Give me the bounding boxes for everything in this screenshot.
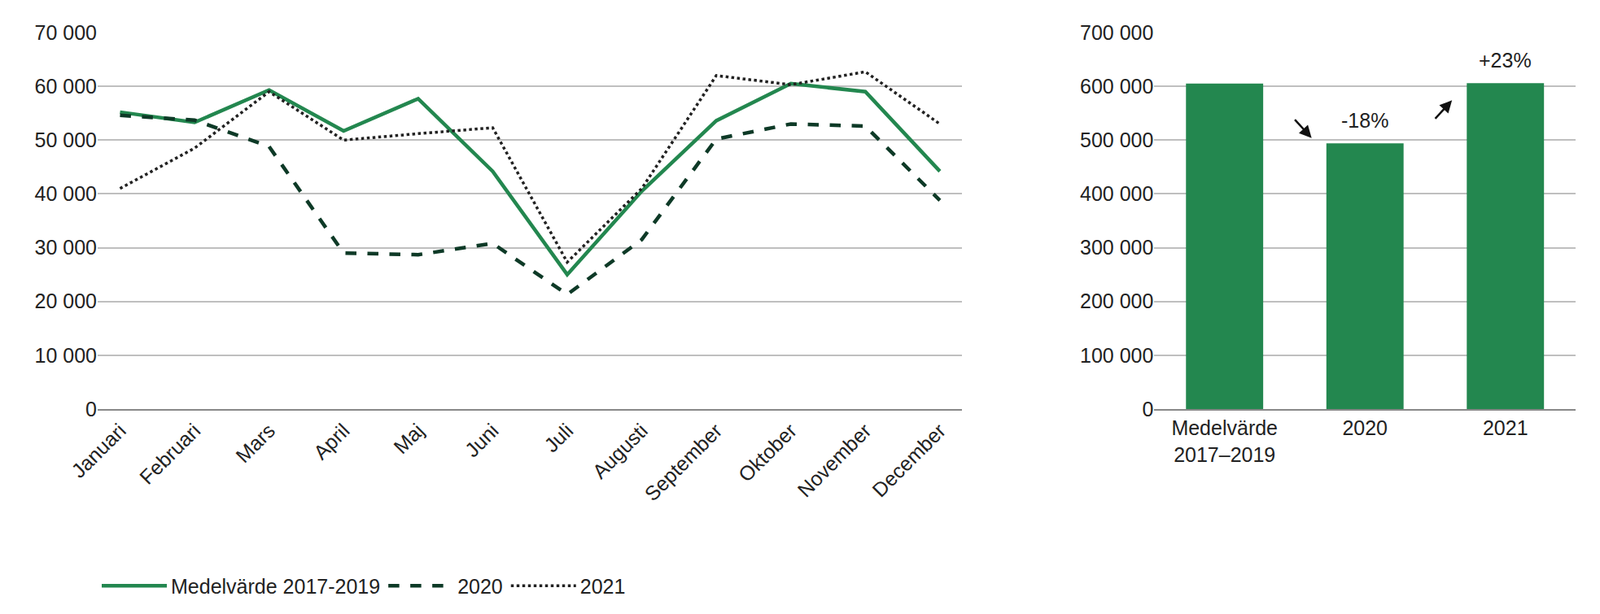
svg-text:300 000: 300 000 xyxy=(1079,236,1154,259)
svg-text:2021: 2021 xyxy=(580,575,626,599)
svg-text:700 000: 700 000 xyxy=(1079,21,1154,44)
svg-text:+23%: +23% xyxy=(1478,48,1532,72)
svg-text:2020: 2020 xyxy=(457,575,503,599)
svg-text:Mars: Mars xyxy=(231,419,280,468)
svg-text:Medelvärde2017–2019: Medelvärde2017–2019 xyxy=(1171,416,1278,467)
svg-text:September: September xyxy=(639,419,726,506)
svg-text:200 000: 200 000 xyxy=(1079,289,1154,313)
svg-text:2020: 2020 xyxy=(1342,416,1388,440)
svg-text:500 000: 500 000 xyxy=(1079,128,1154,152)
svg-text:Februari: Februari xyxy=(135,419,206,490)
svg-text:30 000: 30 000 xyxy=(34,236,97,259)
svg-text:2021: 2021 xyxy=(1482,416,1529,440)
svg-text:60 000: 60 000 xyxy=(34,74,97,98)
svg-text:100 000: 100 000 xyxy=(1079,344,1154,368)
svg-text:Juni: Juni xyxy=(460,419,503,462)
svg-text:10 000: 10 000 xyxy=(34,344,97,368)
svg-text:Medelvärde 2017-2019: Medelvärde 2017-2019 xyxy=(170,575,381,599)
svg-text:April: April xyxy=(308,419,354,464)
svg-text:Januari: Januari xyxy=(66,419,131,483)
svg-text:400 000: 400 000 xyxy=(1079,182,1154,206)
svg-text:600 000: 600 000 xyxy=(1079,74,1154,98)
svg-text:0: 0 xyxy=(1142,397,1155,421)
svg-text:Juli: Juli xyxy=(539,419,578,457)
svg-text:December: December xyxy=(867,419,950,502)
svg-text:Maj: Maj xyxy=(389,419,429,459)
svg-text:Oktober: Oktober xyxy=(733,419,801,487)
svg-text:0: 0 xyxy=(85,397,97,421)
svg-text:40 000: 40 000 xyxy=(34,182,97,206)
svg-text:70 000: 70 000 xyxy=(34,21,97,44)
svg-text:20 000: 20 000 xyxy=(34,289,97,313)
svg-text:50 000: 50 000 xyxy=(34,128,97,152)
svg-text:November: November xyxy=(792,419,875,502)
svg-text:-18%: -18% xyxy=(1341,109,1389,132)
svg-text:Augusti: Augusti xyxy=(587,419,652,484)
